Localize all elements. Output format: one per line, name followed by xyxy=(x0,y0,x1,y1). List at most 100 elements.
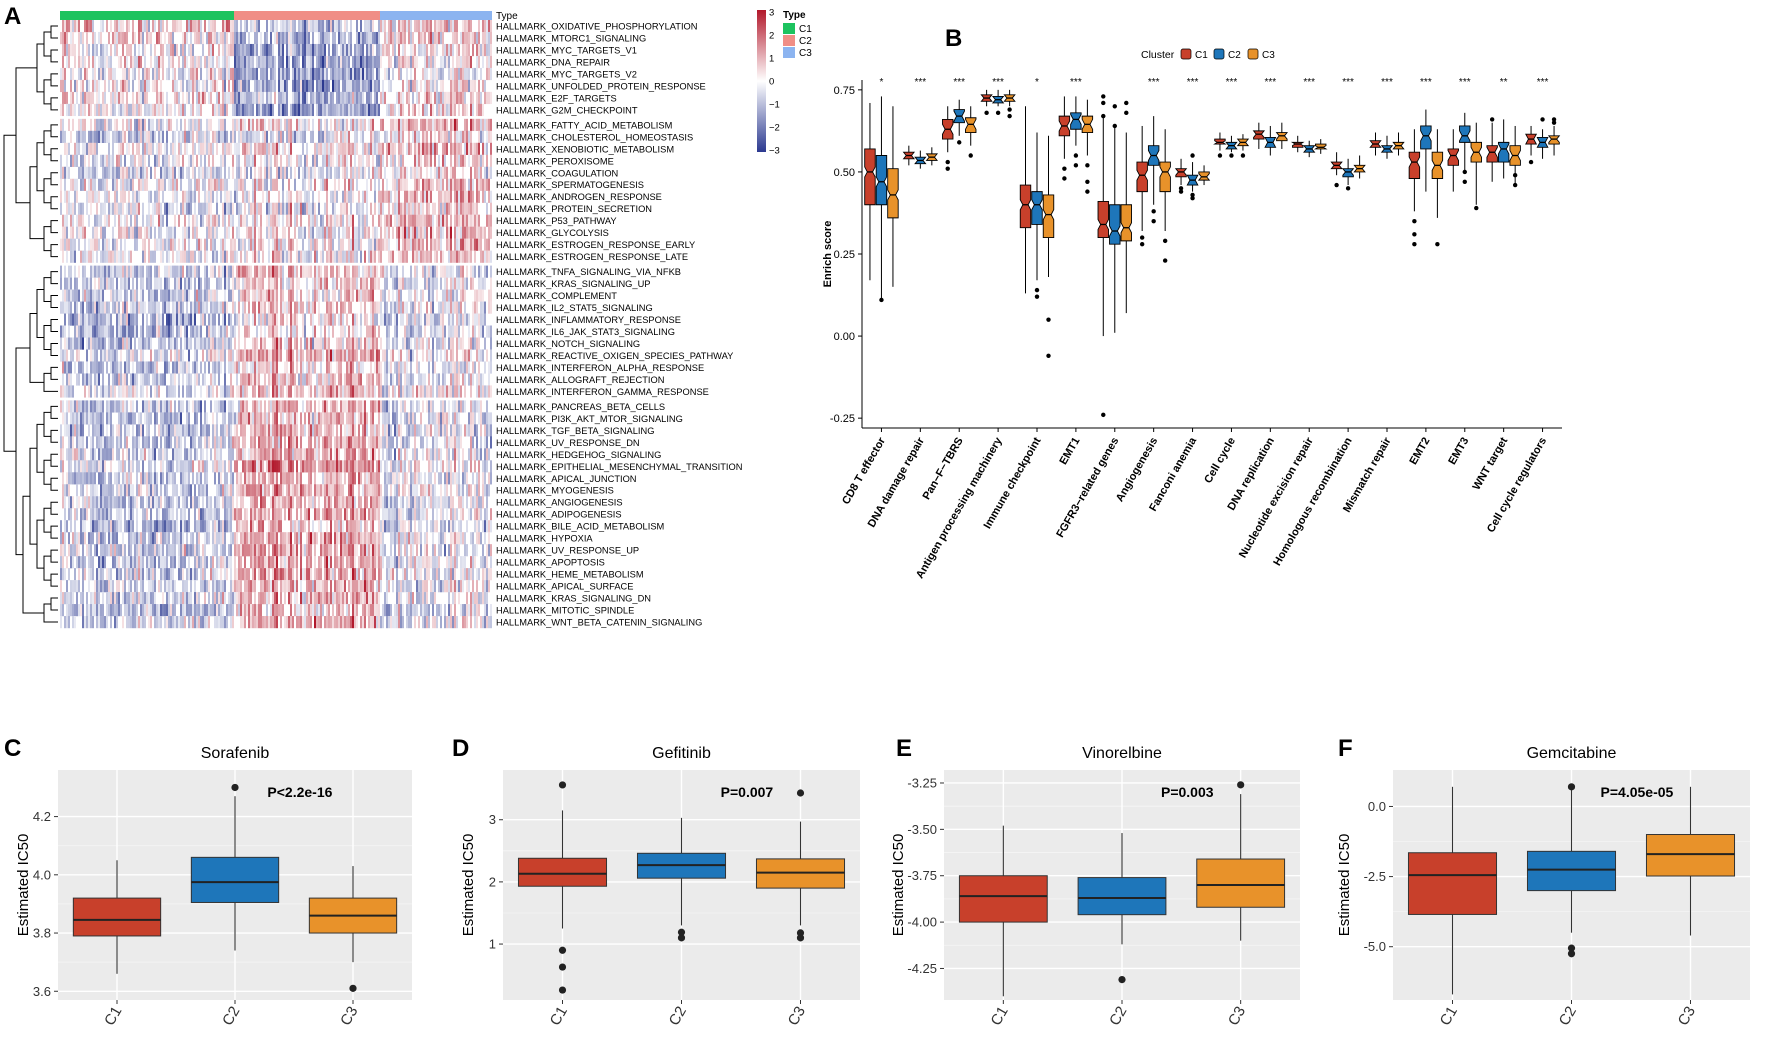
heatmap-cell xyxy=(80,313,82,326)
heatmap-cell xyxy=(68,142,70,155)
heatmap-cell xyxy=(470,91,472,105)
heatmap-cell xyxy=(464,142,466,155)
heatmap-cell xyxy=(154,130,156,143)
heatmap-cell xyxy=(356,130,358,143)
heatmap-cell xyxy=(174,226,176,239)
heatmap-cell xyxy=(106,265,108,278)
heatmap-cell xyxy=(396,202,398,215)
heatmap-cell xyxy=(96,289,98,302)
heatmap-cell xyxy=(448,130,450,143)
heatmap-cell xyxy=(162,250,164,263)
heatmap-cell xyxy=(412,250,414,263)
heatmap-cell xyxy=(472,214,474,227)
heatmap-cell xyxy=(344,67,346,81)
heatmap-cell xyxy=(406,226,408,239)
heatmap-cell xyxy=(484,142,486,155)
heatmap-cell xyxy=(114,265,116,278)
heatmap-cell xyxy=(312,226,314,239)
heatmap-cell xyxy=(144,361,146,374)
heatmap-cell xyxy=(102,103,104,117)
heatmap-cell xyxy=(424,265,426,278)
heatmap-cell xyxy=(432,265,434,278)
heatmap-cell xyxy=(188,214,190,227)
heatmap-cell xyxy=(282,250,284,263)
heatmap-cell xyxy=(222,202,224,215)
heatmap-cell xyxy=(472,202,474,215)
heatmap-cell xyxy=(432,226,434,239)
heatmap-cell xyxy=(298,55,300,69)
heatmap-cell xyxy=(146,325,148,338)
heatmap-cell xyxy=(248,313,250,326)
heatmap-cell xyxy=(296,154,298,167)
heatmap-cell xyxy=(84,325,86,338)
heatmap-cell xyxy=(390,301,392,314)
heatmap-cell xyxy=(462,103,464,117)
heatmap-cell xyxy=(480,103,482,117)
heatmap-cell xyxy=(362,142,364,155)
heatmap-cell xyxy=(332,20,334,33)
heatmap-cell xyxy=(82,103,84,117)
heatmap-cell xyxy=(448,20,450,33)
heatmap-cell xyxy=(356,55,358,69)
heatmap-cell xyxy=(362,166,364,179)
heatmap-cell xyxy=(424,20,426,33)
heatmap-cell xyxy=(290,166,292,179)
heatmap-cell xyxy=(336,142,338,155)
heatmap-cell xyxy=(260,166,262,179)
heatmap-cell xyxy=(426,154,428,167)
heatmap-cell xyxy=(120,337,122,350)
heatmap-cell xyxy=(338,20,340,33)
heatmap-cell xyxy=(428,337,430,350)
heatmap-cell xyxy=(208,202,210,215)
heatmap-cell xyxy=(76,20,78,33)
heatmap-cell xyxy=(478,178,480,191)
heatmap-cell xyxy=(304,43,306,57)
heatmap-cell xyxy=(172,190,174,203)
heatmap-cell xyxy=(104,202,106,215)
heatmap-cell xyxy=(344,55,346,69)
heatmap-cell xyxy=(482,55,484,69)
heatmap-cell xyxy=(192,91,194,105)
heatmap-cell xyxy=(382,43,384,57)
heatmap-cell xyxy=(94,265,96,278)
heatmap-cell xyxy=(80,166,82,179)
heatmap-cell xyxy=(136,313,138,326)
heatmap-cell xyxy=(164,349,166,362)
heatmap-cell xyxy=(256,214,258,227)
heatmap-cell xyxy=(368,154,370,167)
heatmap-cell xyxy=(380,55,382,69)
heatmap-cell xyxy=(388,67,390,81)
heatmap-cell xyxy=(356,325,358,338)
heatmap-cell xyxy=(440,118,442,132)
heatmap-cell xyxy=(282,214,284,227)
heatmap-cell xyxy=(212,154,214,167)
heatmap-cell xyxy=(404,250,406,263)
heatmap-cell xyxy=(132,385,134,398)
heatmap-cell xyxy=(446,142,448,155)
heatmap-cell xyxy=(104,67,106,81)
heatmap-cell xyxy=(214,313,216,326)
heatmap-cell xyxy=(312,214,314,227)
heatmap-cell xyxy=(256,55,258,69)
heatmap-cell xyxy=(394,202,396,215)
heatmap-cell xyxy=(254,373,256,386)
heatmap-cell xyxy=(364,55,366,69)
heatmap-cell xyxy=(428,277,430,290)
heatmap-cell xyxy=(72,31,74,45)
heatmap-cell xyxy=(172,226,174,239)
heatmap-cell xyxy=(274,385,276,398)
heatmap-cell xyxy=(294,91,296,105)
heatmap-cell xyxy=(474,142,476,155)
heatmap-cell xyxy=(486,202,488,215)
heatmap-cell xyxy=(286,67,288,81)
heatmap-cell xyxy=(86,190,88,203)
heatmap-cell xyxy=(256,20,258,33)
heatmap-cell xyxy=(142,373,144,386)
heatmap-cell xyxy=(156,238,158,251)
heatmap-cell xyxy=(174,103,176,117)
heatmap-cell xyxy=(62,226,64,239)
heatmap-cell xyxy=(470,178,472,191)
heatmap-cell xyxy=(328,55,330,69)
heatmap-cell xyxy=(112,67,114,81)
heatmap-cell xyxy=(234,142,236,155)
